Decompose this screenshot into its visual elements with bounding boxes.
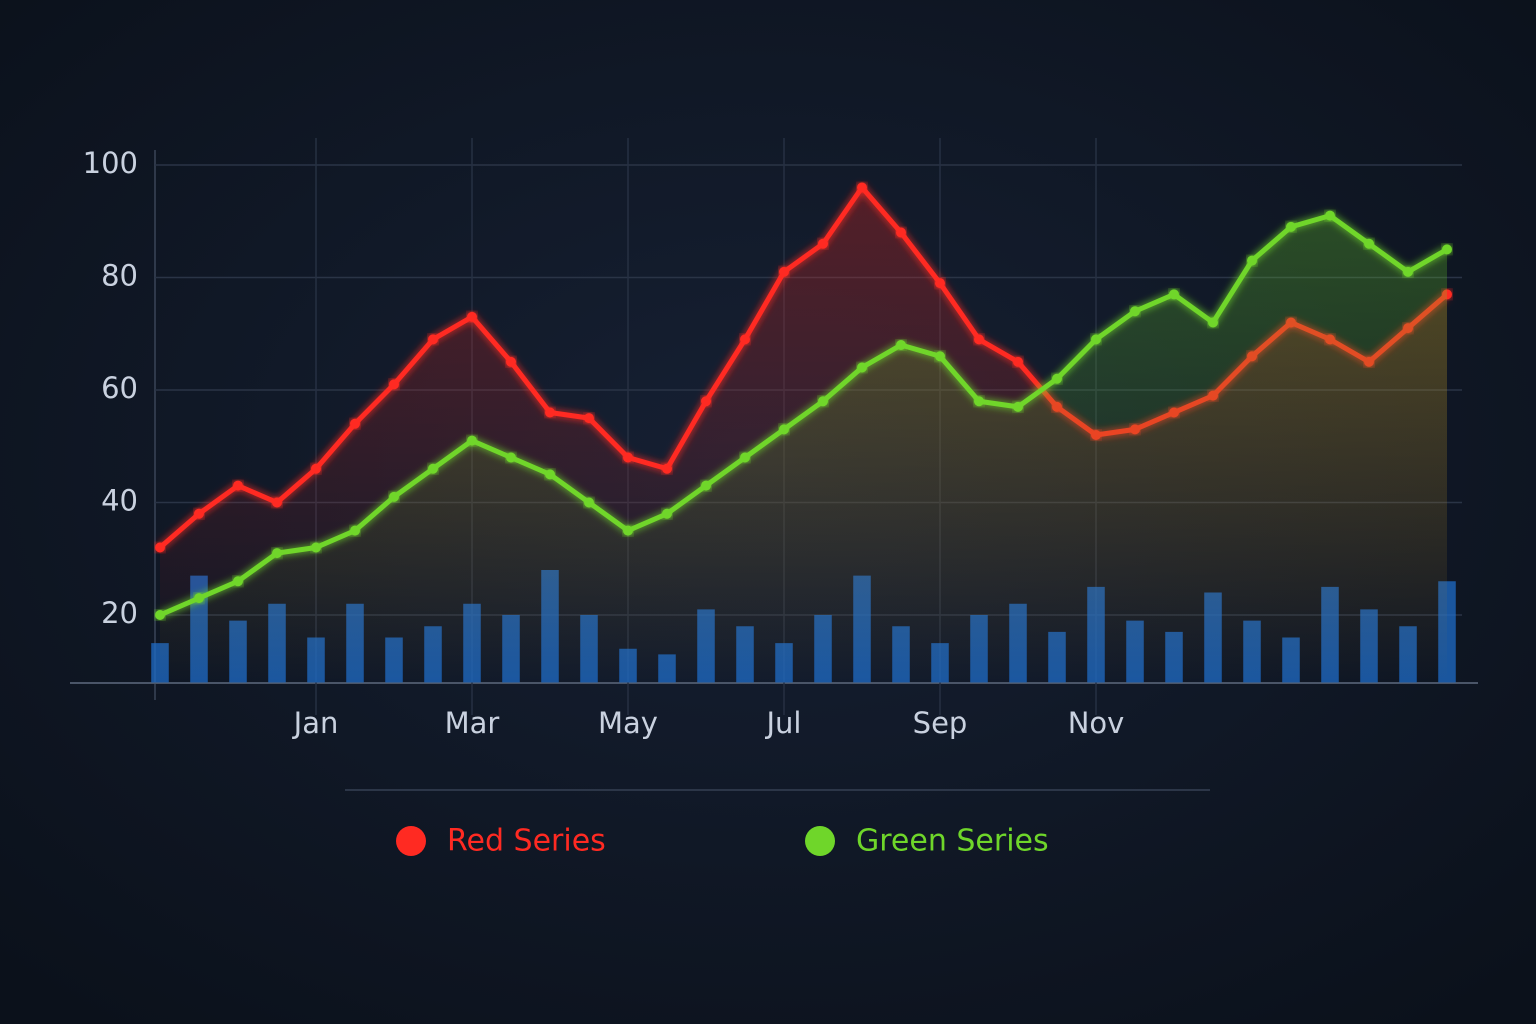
- point: [389, 491, 399, 502]
- line: [159, 213, 1449, 618]
- point: [194, 508, 204, 519]
- point: [1325, 210, 1335, 221]
- point: [896, 227, 906, 238]
- point: [233, 576, 243, 587]
- legend-marker: [805, 826, 835, 856]
- point: [506, 356, 516, 367]
- x-tick-label: Nov: [1068, 706, 1125, 740]
- point: [1130, 306, 1140, 317]
- point: [1286, 221, 1296, 232]
- point: [350, 418, 360, 429]
- point: [233, 480, 243, 491]
- point: [701, 396, 711, 407]
- point: [935, 351, 945, 362]
- point: [428, 334, 438, 345]
- point: [506, 452, 516, 463]
- legend-marker: [396, 826, 426, 856]
- point: [194, 593, 204, 604]
- point: [584, 497, 594, 508]
- point: [1091, 334, 1101, 345]
- point: [1013, 356, 1023, 367]
- point: [740, 334, 750, 345]
- point: [935, 278, 945, 289]
- x-tick-label: Mar: [445, 706, 500, 740]
- area: [160, 215, 1447, 683]
- plot-area: 20 40 60 80 100 Jan Mar May Jul Sep Nov: [83, 138, 1462, 740]
- point: [1013, 401, 1023, 412]
- x-tick-label: Jan: [292, 706, 339, 740]
- point: [1247, 255, 1257, 266]
- point: [350, 525, 360, 536]
- point: [701, 480, 711, 491]
- point: [740, 452, 750, 463]
- point: [974, 334, 984, 345]
- point: [1169, 289, 1179, 300]
- point: [662, 463, 672, 474]
- y-tick-label: 20: [101, 596, 138, 630]
- point: [311, 542, 321, 553]
- point: [467, 311, 477, 322]
- legend-label: Red Series: [447, 824, 606, 859]
- point: [272, 497, 282, 508]
- point: [155, 610, 165, 620]
- y-tick-label: 80: [101, 259, 138, 293]
- point: [623, 525, 633, 536]
- y-tick-label: 40: [101, 484, 138, 518]
- point: [818, 396, 828, 407]
- point: [779, 266, 789, 277]
- point: [1364, 238, 1374, 249]
- x-tick-label: May: [598, 706, 658, 740]
- point: [584, 413, 594, 424]
- point: [389, 379, 399, 390]
- point: [818, 238, 828, 249]
- point: [896, 340, 906, 350]
- point: [857, 182, 867, 193]
- point: [779, 424, 789, 435]
- x-tick-label: Jul: [765, 706, 802, 740]
- point: [974, 396, 984, 407]
- x-tick-label: Sep: [913, 706, 968, 740]
- point: [1442, 244, 1452, 255]
- y-tick-label: 60: [101, 371, 138, 405]
- y-tick-label: 100: [83, 146, 138, 180]
- point: [857, 362, 867, 373]
- legend-label: Green Series: [856, 824, 1049, 859]
- point: [545, 469, 555, 480]
- point: [1052, 373, 1062, 384]
- point: [272, 548, 282, 559]
- point: [1403, 266, 1413, 277]
- point: [467, 435, 477, 446]
- point: [623, 452, 633, 463]
- legend: Red Series Green Series: [396, 824, 1049, 859]
- point: [155, 542, 165, 553]
- point: [662, 508, 672, 519]
- point: [1208, 317, 1218, 328]
- point: [545, 407, 555, 418]
- point: [311, 463, 321, 474]
- point: [428, 463, 438, 474]
